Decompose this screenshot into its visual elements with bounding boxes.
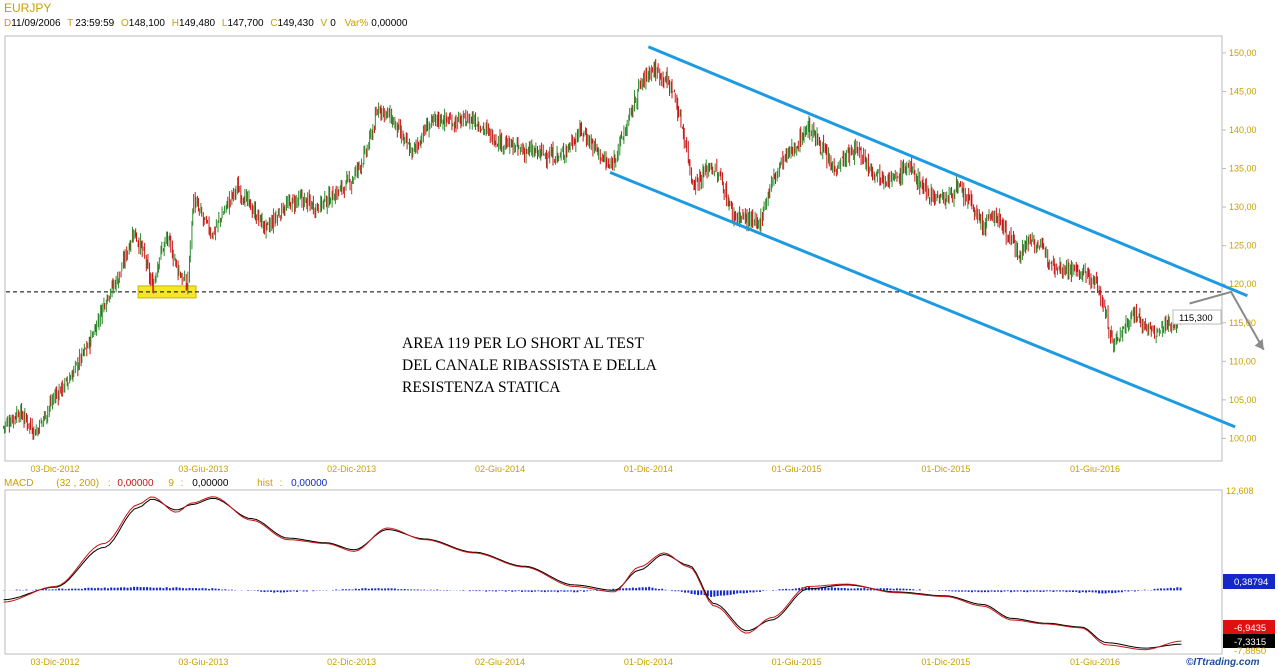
price-y-tick-label: 145,00 xyxy=(1229,86,1257,96)
price-x-tick-label: 01-Giu-2016 xyxy=(1070,464,1120,474)
price-y-tick-label: 140,00 xyxy=(1229,125,1257,135)
macd-panel-frame xyxy=(4,489,1223,655)
macd-top-label: 12,608 xyxy=(1226,486,1254,496)
open-value: 148,100 xyxy=(129,18,166,29)
channel-line-upper xyxy=(647,45,1248,298)
projection-path xyxy=(1189,290,1265,351)
close-value: 149,430 xyxy=(278,18,315,29)
macd-x-tick-label: 02-Dic-2013 xyxy=(327,657,376,667)
price-x-tick-label: 01-Dic-2014 xyxy=(624,464,673,474)
date-value: 11/09/2006 xyxy=(11,18,61,29)
price-x-tick-label: 01-Giu-2015 xyxy=(772,464,822,474)
price-y-tick-label: 120,00 xyxy=(1229,279,1257,289)
signal-badge xyxy=(1223,620,1275,634)
low-label: L xyxy=(222,18,228,29)
time-value: 23:59:59 xyxy=(75,18,114,29)
channel-layer xyxy=(609,45,1248,429)
volume-label: V xyxy=(321,18,328,29)
volume-value: 0 xyxy=(330,18,336,29)
macd-signal-line xyxy=(3,497,1182,649)
price-y-tick-label: 135,00 xyxy=(1229,164,1257,174)
macd-x-tick-label: 03-Giu-2013 xyxy=(178,657,228,667)
projection-arrow xyxy=(1189,290,1265,351)
macd-x-tick-label: 01-Dic-2014 xyxy=(624,657,673,667)
macd-params: (32 , 200) xyxy=(56,478,99,489)
last-price-badge xyxy=(1172,309,1222,325)
price-y-axis: 100,00 105,00 110,00 115,00 120,00 125,00 130,… xyxy=(1222,48,1257,443)
hist-badge-text: 0,38794 xyxy=(1234,577,1268,588)
macd-x-tick-label: 01-Dic-2015 xyxy=(921,657,970,667)
macd-x-tick-label: 01-Giu-2015 xyxy=(772,657,822,667)
price-x-tick-label: 02-Giu-2014 xyxy=(475,464,525,474)
watermark: ©ITtrading.com xyxy=(1186,657,1260,668)
annotation-line-1: AREA 119 PER LO SHORT AL TEST xyxy=(402,335,644,352)
macd-name: MACD xyxy=(4,478,33,489)
open-label: O xyxy=(121,18,129,29)
varpct-value: 0,00000 xyxy=(371,18,408,29)
signal-badge-text: -6,9435 xyxy=(1234,623,1266,634)
annotation-line-2: DEL CANALE RIBASSISTA E DELLA xyxy=(402,357,658,374)
macd-x-tick-label: 02-Giu-2014 xyxy=(475,657,525,667)
macd-value: 0,00000 xyxy=(117,478,154,489)
macd-badge xyxy=(1223,634,1275,648)
price-x-tick-label: 01-Dic-2015 xyxy=(921,464,970,474)
hist-value: 0,00000 xyxy=(291,478,328,489)
projection-arrowhead xyxy=(1254,338,1264,350)
symbol-title: EURJPY xyxy=(4,1,51,15)
macd-histogram xyxy=(2,586,1182,597)
price-y-tick-label: 105,00 xyxy=(1229,395,1257,405)
close-label: C xyxy=(270,18,277,29)
high-label: H xyxy=(172,18,179,29)
price-y-tick-label: 130,00 xyxy=(1229,202,1257,212)
macd-x-tick-label: 01-Giu-2016 xyxy=(1070,657,1120,667)
price-y-tick-label: 115,00 xyxy=(1229,318,1256,328)
varpct-label: Var% xyxy=(345,18,369,29)
time-label: T xyxy=(67,18,73,29)
macd-badge-text: -7,3315 xyxy=(1234,637,1266,648)
signal-label: 9 xyxy=(168,478,174,489)
macd-x-tick-label: 03-Dic-2012 xyxy=(30,657,79,667)
date-label: D xyxy=(4,18,11,29)
ohlc-readout: D11/09/2006 T 23:59:59 O148,100 H149,480 … xyxy=(4,18,408,29)
price-panel-frame xyxy=(4,35,1223,462)
price-y-tick-label: 110,00 xyxy=(1229,356,1256,366)
macd-readout: MACD (32 , 200) : 0,00000 9 : 0,00000 hi… xyxy=(4,478,328,489)
candles-layer xyxy=(3,58,1182,440)
hist-label: hist xyxy=(257,478,273,489)
price-x-axis: 03-Dic-2012 03-Giu-2013 02-Dic-2013 02-Giu-… xyxy=(30,464,1120,474)
last-price-text: 115,300 xyxy=(1179,313,1213,324)
price-x-tick-label: 03-Giu-2013 xyxy=(178,464,228,474)
low-value: 147,700 xyxy=(227,18,264,29)
hist-badge xyxy=(1223,574,1275,589)
signal-value: 0,00000 xyxy=(192,478,229,489)
price-y-tick-label: 100,00 xyxy=(1229,433,1257,443)
price-x-tick-label: 02-Dic-2013 xyxy=(327,464,376,474)
macd-line xyxy=(3,496,1182,651)
price-y-tick-label: 150,00 xyxy=(1229,48,1257,58)
price-x-tick-label: 03-Dic-2012 xyxy=(30,464,79,474)
macd-bottom-label: -7,8850 xyxy=(1234,646,1266,657)
high-value: 149,480 xyxy=(179,18,216,29)
macd-x-axis: 03-Dic-2012 03-Giu-2013 02-Dic-2013 02-Giu-… xyxy=(30,657,1120,667)
price-y-tick-label: 125,00 xyxy=(1229,241,1257,251)
channel-line-lower xyxy=(609,171,1236,429)
annotation-line-3: RESISTENZA STATICA xyxy=(402,379,561,396)
